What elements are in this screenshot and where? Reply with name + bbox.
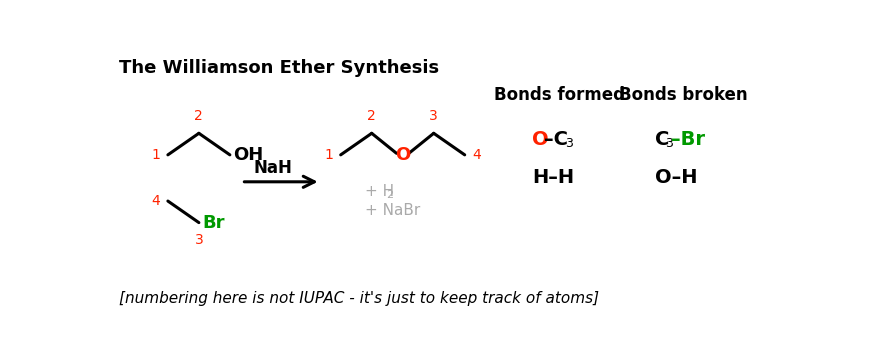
Text: NaH: NaH (253, 159, 292, 177)
Text: [numbering here is not IUPAC - it's just to keep track of atoms]: [numbering here is not IUPAC - it's just… (119, 291, 598, 306)
Text: Bonds formed: Bonds formed (493, 86, 624, 104)
Text: The Williamson Ether Synthesis: The Williamson Ether Synthesis (119, 59, 438, 77)
Text: Br: Br (202, 213, 225, 231)
Text: 2: 2 (367, 108, 375, 122)
Text: H–H: H–H (531, 168, 574, 188)
Text: 4: 4 (151, 194, 160, 208)
Text: O–H: O–H (654, 168, 696, 188)
Text: + H: + H (365, 184, 394, 198)
Text: C: C (654, 130, 668, 149)
Text: + NaBr: + NaBr (365, 203, 420, 218)
Text: 1: 1 (324, 148, 332, 162)
Text: 3: 3 (195, 233, 203, 247)
Text: –Br: –Br (670, 130, 704, 149)
Text: 3: 3 (429, 108, 438, 122)
Text: Bonds broken: Bonds broken (618, 86, 746, 104)
Text: 4: 4 (472, 148, 481, 162)
Text: 2: 2 (195, 108, 203, 122)
Text: 2: 2 (385, 190, 392, 200)
Text: O: O (395, 146, 410, 164)
Text: O: O (531, 130, 548, 149)
Text: 3: 3 (664, 137, 672, 150)
Text: 3: 3 (564, 137, 572, 150)
Text: OH: OH (232, 146, 263, 164)
Text: 1: 1 (151, 148, 160, 162)
Text: –C: –C (543, 130, 567, 149)
